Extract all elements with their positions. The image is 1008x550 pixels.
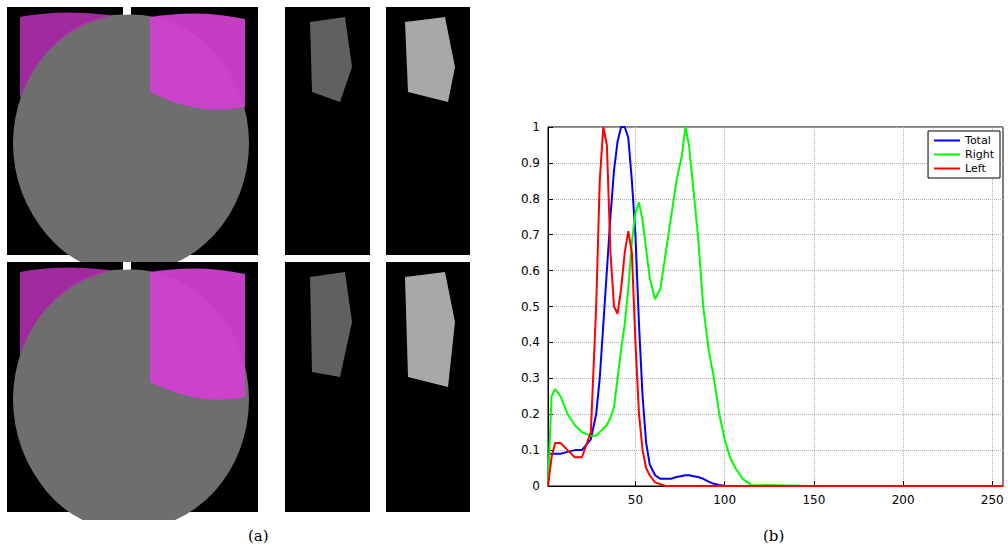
svg-text:Right: Right (965, 148, 995, 161)
html-text:(a): (a) (248, 527, 269, 545)
svg-text:Left: Left (965, 162, 986, 175)
svg-text:1: 1 (532, 120, 540, 134)
svg-text:0.6: 0.6 (521, 264, 540, 278)
html-text:(b): (b) (763, 527, 785, 545)
svg-text:50: 50 (628, 493, 643, 507)
svg-text:250: 250 (981, 493, 1004, 507)
svg-text:0.7: 0.7 (521, 228, 540, 242)
svg-text:0.8: 0.8 (521, 192, 540, 206)
svg-text:0.4: 0.4 (521, 335, 540, 349)
svg-text:0: 0 (532, 479, 540, 493)
svg-text:200: 200 (892, 493, 915, 507)
svg-text:0.5: 0.5 (521, 300, 540, 314)
svg-text:100: 100 (713, 493, 736, 507)
svg-text:0.3: 0.3 (521, 371, 540, 385)
svg-text:150: 150 (802, 493, 825, 507)
svg-text:0.1: 0.1 (521, 443, 540, 457)
svg-text:Total: Total (964, 134, 991, 147)
svg-text:0.2: 0.2 (521, 407, 540, 421)
svg-text:0.9: 0.9 (521, 156, 540, 170)
